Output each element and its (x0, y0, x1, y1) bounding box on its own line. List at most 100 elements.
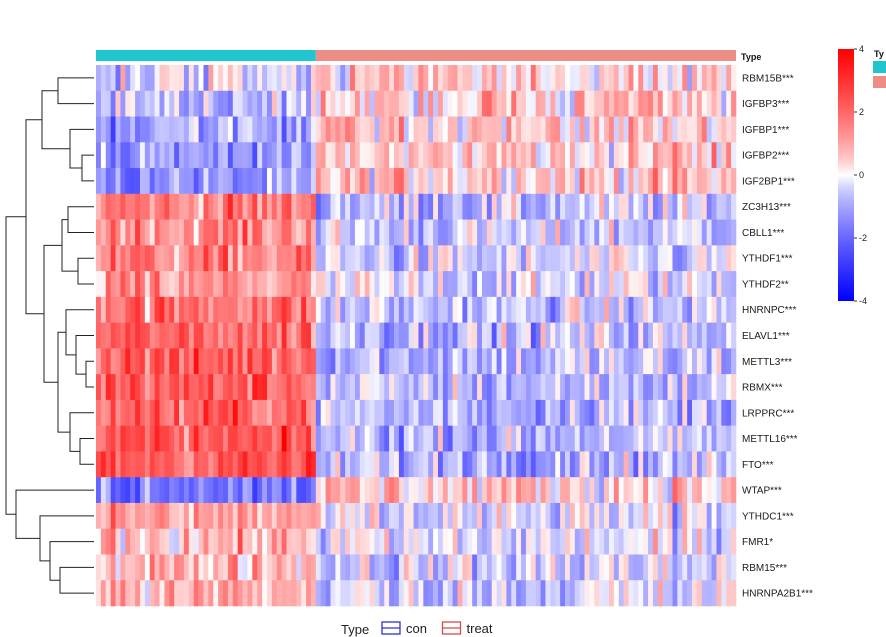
heatmap-cell (164, 90, 170, 117)
heatmap-cell (110, 296, 116, 323)
heatmap-cell (701, 168, 707, 195)
heatmap-cell (115, 296, 121, 323)
heatmap-cell (682, 451, 688, 478)
heatmap-cell (242, 116, 248, 143)
heatmap-cell (418, 502, 424, 530)
heatmap-cell (105, 271, 111, 298)
heatmap-cell (628, 116, 634, 143)
heatmap-cell (521, 245, 527, 272)
heatmap-cell (139, 580, 146, 607)
heatmap-cell (550, 219, 556, 246)
heatmap-cell (574, 219, 580, 246)
heatmap-cell (530, 116, 536, 143)
heatmap-cell (345, 451, 351, 478)
heatmap-cell (159, 65, 165, 92)
heatmap-cell (379, 425, 385, 452)
heatmap-cell (330, 245, 336, 272)
heatmap-cell (242, 322, 248, 349)
heatmap-cell (613, 219, 620, 246)
heatmap-cell (237, 477, 243, 504)
heatmap-cell (682, 425, 688, 452)
heatmap-cell (477, 142, 483, 169)
heatmap-cell (345, 90, 351, 117)
heatmap-cell (696, 65, 703, 92)
heatmap-cell (618, 245, 624, 272)
heatmap-cell (345, 425, 351, 452)
heatmap-cell (350, 296, 356, 323)
heatmap-cell (477, 399, 483, 426)
heatmap-cell (618, 374, 624, 401)
heatmap-cell (594, 322, 600, 349)
heatmap-cell (565, 528, 571, 555)
heatmap-cell (208, 296, 214, 323)
heatmap-cell (506, 502, 512, 530)
heatmap-cell (398, 271, 405, 298)
heatmap-cell (286, 90, 292, 117)
heatmap-cell (179, 322, 185, 349)
heatmap-cell (604, 425, 610, 452)
heatmap-cell (643, 142, 649, 169)
heatmap-cell (667, 374, 673, 401)
heatmap-cell (433, 451, 439, 478)
heatmap-cell (662, 168, 668, 195)
heatmap-cell (692, 554, 698, 581)
heatmap-cell (301, 296, 307, 323)
heatmap-cell (604, 374, 610, 401)
heatmap-cell (354, 322, 361, 349)
annotation-title: Type (741, 52, 761, 62)
heatmap-cell (477, 116, 483, 143)
heatmap-cell (266, 425, 273, 452)
heatmap-cell (525, 322, 532, 349)
heatmap-cell (330, 477, 336, 504)
heatmap-cell (159, 168, 165, 195)
heatmap-cell (511, 65, 517, 92)
heatmap-cell (315, 451, 322, 478)
heatmap-cell (540, 477, 546, 504)
heatmap-cell (467, 322, 473, 349)
heatmap-cell (394, 271, 400, 298)
heatmap-cell (481, 322, 488, 349)
heatmap-cell (589, 193, 595, 220)
heatmap-cell (457, 142, 463, 169)
heatmap-cell (648, 193, 654, 220)
heatmap-cell (374, 477, 380, 504)
heatmap-cell (716, 116, 722, 143)
heatmap-cell (525, 425, 532, 452)
heatmap-cell (398, 502, 405, 530)
heatmap-cell (330, 399, 336, 426)
heatmap-cell (667, 580, 673, 607)
heatmap-cell (276, 374, 282, 401)
heatmap-cell (306, 193, 312, 220)
heatmap-cell (579, 399, 585, 426)
heatmap-cell (477, 65, 483, 92)
heatmap-cell (159, 554, 165, 581)
heatmap-cell (550, 477, 556, 504)
heatmap-cell (389, 477, 395, 504)
heatmap-cell (628, 528, 634, 555)
heatmap-cell (115, 271, 121, 298)
heatmap-cell (633, 528, 639, 555)
heatmap-cell (301, 348, 307, 375)
heatmap-cell (677, 477, 683, 504)
heatmap-cell (731, 451, 737, 478)
heatmap-cell (662, 271, 668, 298)
heatmap-cell (408, 528, 414, 555)
heatmap-cell (188, 425, 195, 452)
heatmap-cell (525, 554, 532, 581)
heatmap-cell (618, 116, 624, 143)
heatmap-cells (96, 65, 737, 607)
heatmap-cell (144, 425, 151, 452)
heatmap-cell (125, 296, 131, 323)
heatmap-cell (506, 554, 512, 581)
heatmap-cell (125, 502, 131, 530)
heatmap-cell (257, 193, 263, 220)
heatmap-cell (628, 322, 634, 349)
heatmap-cell (262, 142, 268, 169)
heatmap-cell (613, 374, 620, 401)
heatmap-cell (643, 348, 649, 375)
heatmap-cell (266, 245, 273, 272)
heatmap-cell (262, 168, 268, 195)
heatmap-cell (213, 348, 219, 375)
heatmap-cell (257, 348, 263, 375)
heatmap-cell (281, 193, 287, 220)
